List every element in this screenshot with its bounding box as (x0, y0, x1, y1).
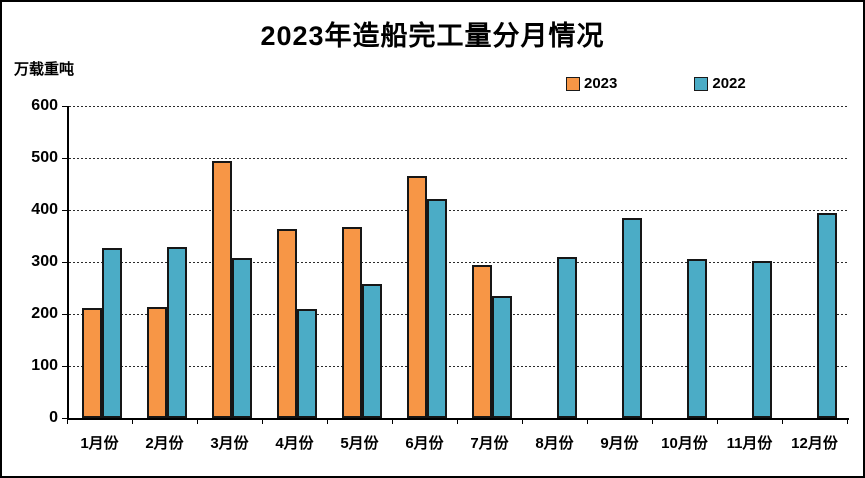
x-axis-tick-mark (717, 419, 718, 424)
y-axis-tick-mark (62, 106, 67, 107)
y-axis-tick-mark (62, 262, 67, 263)
gridline-300 (69, 262, 849, 263)
y-axis-tick-mark (62, 366, 67, 367)
y-axis-tick-mark (62, 418, 67, 419)
gridline-100 (69, 366, 849, 367)
x-axis-tick-mark (197, 419, 198, 424)
y-axis-tick-label: 600 (31, 97, 58, 114)
x-axis-tick-mark (587, 419, 588, 424)
legend-label-2023: 2023 (584, 75, 618, 92)
x-axis-label: 3月份 (210, 435, 249, 452)
x-axis-tick-mark (132, 419, 133, 424)
x-axis-tick-mark (262, 419, 263, 424)
gridline-500 (69, 158, 849, 159)
bar-2022-9月份 (621, 218, 642, 418)
bar-2023-6月份 (406, 176, 427, 418)
bar-2022-5月份 (361, 284, 382, 418)
bar-2023-5月份 (341, 227, 362, 418)
x-axis-label: 8月份 (535, 435, 574, 452)
x-axis-tick-mark (652, 419, 653, 424)
bar-2022-2月份 (166, 247, 187, 418)
bar-2023-4月份 (276, 229, 297, 418)
plot-area (67, 106, 849, 420)
gridline-600 (69, 106, 849, 107)
bar-2023-1月份 (81, 308, 102, 418)
legend-label-2022: 2022 (712, 75, 746, 92)
bar-2022-10月份 (686, 259, 707, 418)
bar-2022-8月份 (556, 257, 577, 418)
bar-2022-1月份 (101, 248, 122, 418)
x-axis-label: 4月份 (275, 435, 314, 452)
x-axis-label: 12月份 (791, 435, 838, 452)
x-axis-tick-mark (67, 419, 68, 424)
legend-entry-2023: 2023 (566, 75, 617, 92)
y-axis-tick-label: 200 (31, 305, 58, 322)
x-axis-tick-mark (327, 419, 328, 424)
x-axis-label: 10月份 (661, 435, 708, 452)
y-axis-tick-label: 400 (31, 201, 58, 218)
x-axis-tick-mark (522, 419, 523, 424)
x-axis-tick-mark (782, 419, 783, 424)
y-axis-tick-label: 500 (31, 149, 58, 166)
chart-title: 2023年造船完工量分月情况 (260, 21, 605, 51)
x-axis-tick-mark (392, 419, 393, 424)
x-axis-label: 9月份 (600, 435, 639, 452)
y-axis-tick-mark (62, 314, 67, 315)
bar-2022-11月份 (751, 261, 772, 418)
legend-entry-2022: 2022 (694, 75, 746, 92)
bar-2023-2月份 (146, 307, 167, 418)
gridline-200 (69, 314, 849, 315)
y-axis-tick-label: 0 (49, 409, 58, 426)
legend-swatch-2023-icon (566, 76, 580, 91)
bar-2022-3月份 (231, 258, 252, 418)
y-axis-tick-mark (62, 158, 67, 159)
bar-2022-7月份 (491, 296, 512, 418)
x-axis-tick-mark (457, 419, 458, 424)
bar-2022-4月份 (296, 309, 317, 418)
x-axis-label: 2月份 (145, 435, 184, 452)
bar-2022-12月份 (816, 213, 837, 418)
x-axis-tick-mark (847, 419, 848, 424)
x-axis-label: 5月份 (340, 435, 379, 452)
y-axis-tick-mark (62, 210, 67, 211)
bar-2023-7月份 (471, 265, 492, 418)
legend: 2023 2022 (566, 75, 746, 92)
gridline-400 (69, 210, 849, 211)
y-axis-tick-label: 300 (31, 253, 58, 270)
y-axis-tick-label: 100 (31, 357, 58, 374)
bar-2022-6月份 (426, 199, 447, 418)
x-axis-label: 1月份 (80, 435, 119, 452)
bar-2023-3月份 (211, 161, 232, 418)
legend-swatch-2022-icon (694, 76, 709, 91)
x-axis-label: 7月份 (470, 435, 509, 452)
x-axis-label: 6月份 (405, 435, 444, 452)
y-axis-unit-label: 万载重吨 (14, 61, 75, 78)
x-axis-label: 11月份 (726, 435, 773, 452)
